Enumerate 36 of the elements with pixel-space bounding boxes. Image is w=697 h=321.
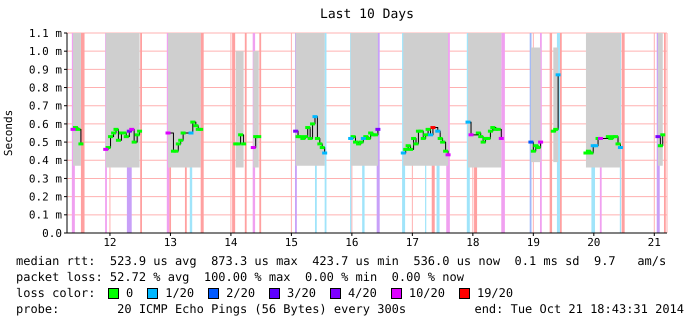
y-tick-label: 0.5 m (28, 136, 62, 149)
legend-label: 4/20 (348, 285, 377, 301)
y-tick-label: 1.0 m (28, 45, 62, 58)
x-tick-label: 12 (103, 236, 117, 249)
legend-label: 19/20 (476, 285, 514, 301)
text: packet loss: 52.72 % avg 100.00 % max 0.00 % min 0.00 % now (16, 269, 465, 285)
x-tick-label: 16 (345, 236, 359, 249)
y-tick-label: 0.4 m (28, 154, 62, 168)
x-tick-label: 13 (164, 236, 178, 249)
legend-label: 1/20 (165, 285, 194, 301)
y-tick-label: 0.9 m (28, 63, 62, 76)
x-tick-label: 20 (587, 236, 600, 249)
text: median rtt: 523.9 us avg 873.3 us max 423.7 us min 536.0 us now 0.1 ms sd 9.7 am/s (16, 253, 668, 269)
x-tick-label: 21 (648, 236, 661, 249)
x-tick-label: 18 (466, 236, 480, 249)
legend-label: 0 (126, 285, 134, 301)
y-tick-label: 0.2 m (28, 190, 62, 204)
y-axis-title: Seconds (2, 110, 15, 156)
y-tick-label: 0.6 m (28, 118, 62, 131)
x-tick-label: 15 (284, 236, 298, 249)
legend-label: 2/20 (226, 285, 256, 301)
y-tick-label: 0.0 (42, 226, 62, 240)
y-tick-label: 0.7 m (28, 100, 62, 113)
x-tick-label: 14 (224, 236, 238, 249)
legend-label: 3/20 (287, 285, 316, 301)
text: probe: 20 ICMP Echo Pings (56 Bytes) every 300s (16, 301, 406, 317)
x-tick-label: 17 (406, 236, 419, 249)
legend-title: loss color: (16, 285, 96, 301)
y-tick-label: 0.1 m (28, 208, 62, 222)
x-tick-label: 19 (526, 236, 540, 249)
chart-title: Last 10 Days (319, 7, 415, 22)
y-tick-label: 0.8 m (28, 81, 62, 94)
y-tick-label: 0.3 m (28, 172, 62, 186)
text: end: Tue Oct 21 18:43:31 2014 (474, 301, 684, 317)
legend-label: 10/20 (408, 285, 445, 301)
y-tick-label: 1.1 m (28, 26, 62, 40)
